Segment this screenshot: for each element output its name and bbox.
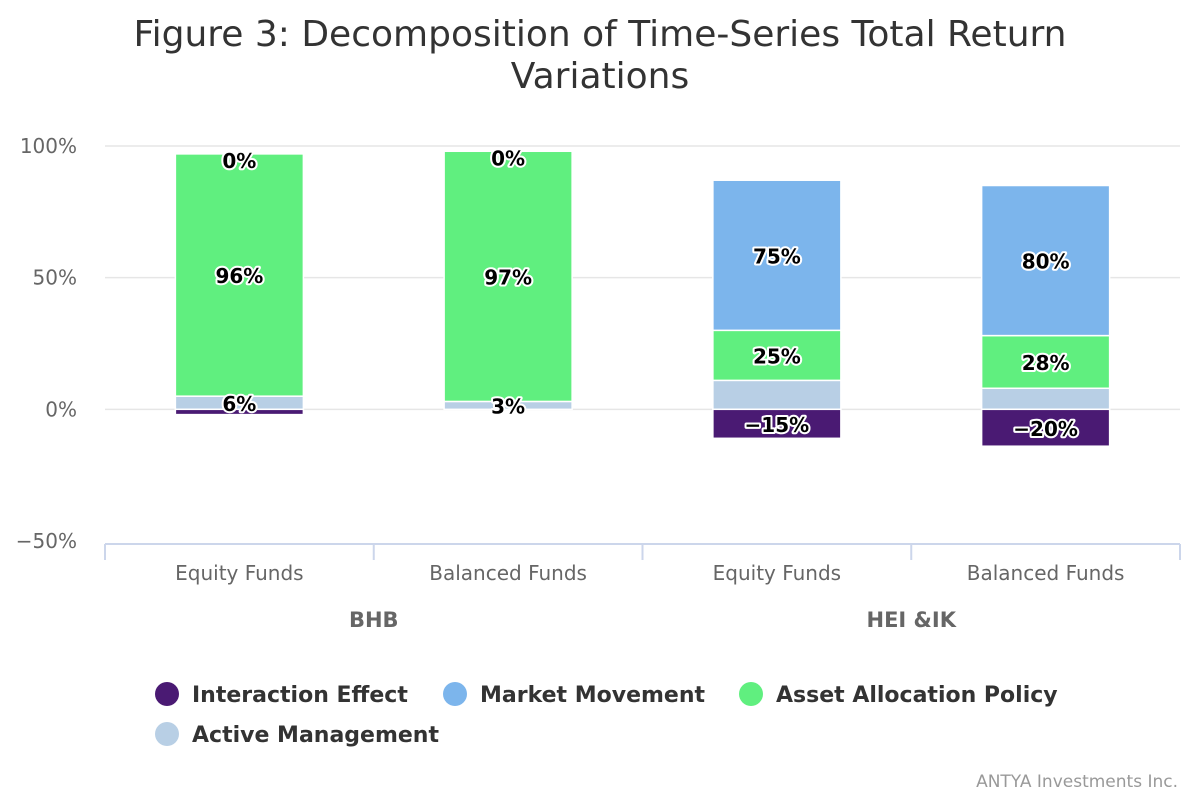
legend: Interaction Effect Market Movement Asset A… — [155, 682, 1058, 748]
credit-text: ANTYA Investments Inc. — [976, 772, 1178, 792]
x-category-label: Equity Funds — [713, 561, 841, 585]
legend-label: Interaction Effect — [192, 683, 408, 708]
y-tick-label: 50% — [33, 266, 77, 290]
data-label: 6% — [222, 392, 256, 416]
y-tick-label: 100% — [20, 134, 77, 158]
legend-marker — [443, 682, 467, 706]
legend-label: Market Movement — [480, 683, 706, 708]
legend-item[interactable]: Asset Allocation Policy — [739, 682, 1058, 708]
data-label: −20% — [1013, 417, 1078, 441]
x-group-label: HEI &IK — [867, 608, 957, 632]
legend-label: Active Management — [192, 723, 439, 748]
bars-layer — [174, 150, 1111, 447]
data-label: 3% — [491, 394, 525, 418]
labels-layer: 6% 96% 0% 3% 97% 0% 25% 75% −15% 28% 80% −20% — [213, 144, 1080, 443]
legend-item[interactable]: Interaction Effect — [155, 682, 408, 708]
x-category-label: Equity Funds — [175, 561, 303, 585]
data-label: 25% — [753, 344, 801, 368]
bar-segment[interactable] — [712, 179, 842, 332]
chart-title: Figure 3: Decomposition of Time-Series T… — [133, 14, 1067, 97]
legend-marker — [155, 682, 179, 706]
data-label: −15% — [745, 413, 810, 437]
bar-segment[interactable] — [980, 184, 1111, 337]
bar-segment[interactable] — [712, 379, 842, 411]
bar-segment[interactable] — [443, 150, 573, 403]
x-category-label: Balanced Funds — [967, 561, 1125, 585]
data-label: 0% — [222, 149, 256, 173]
x-category-label: Balanced Funds — [429, 561, 587, 585]
data-label: 0% — [491, 146, 525, 170]
bar-segment[interactable] — [712, 408, 842, 440]
x-axis: Equity Funds Balanced Funds Equity Funds Ba… — [104, 543, 1181, 632]
bar-segment[interactable] — [980, 387, 1111, 411]
legend-marker — [739, 682, 763, 706]
bar-segment[interactable] — [980, 408, 1111, 447]
legend-label: Asset Allocation Policy — [776, 683, 1058, 708]
legend-item[interactable]: Active Management — [155, 722, 439, 748]
bar-segment[interactable] — [174, 408, 305, 416]
y-tick-label: 0% — [45, 397, 77, 421]
x-group-label: BHB — [349, 608, 399, 632]
data-label: 75% — [753, 244, 801, 268]
data-label: 28% — [1022, 351, 1070, 375]
legend-marker — [155, 722, 179, 746]
bar-segment[interactable] — [980, 334, 1111, 390]
bar-segment[interactable] — [174, 153, 305, 397]
y-tick-label: −50% — [16, 529, 77, 553]
legend-item[interactable]: Market Movement — [443, 682, 706, 708]
data-label: 80% — [1022, 250, 1070, 274]
data-label: 96% — [215, 264, 263, 288]
data-label: 97% — [484, 265, 532, 289]
bar-segment[interactable] — [712, 329, 842, 382]
